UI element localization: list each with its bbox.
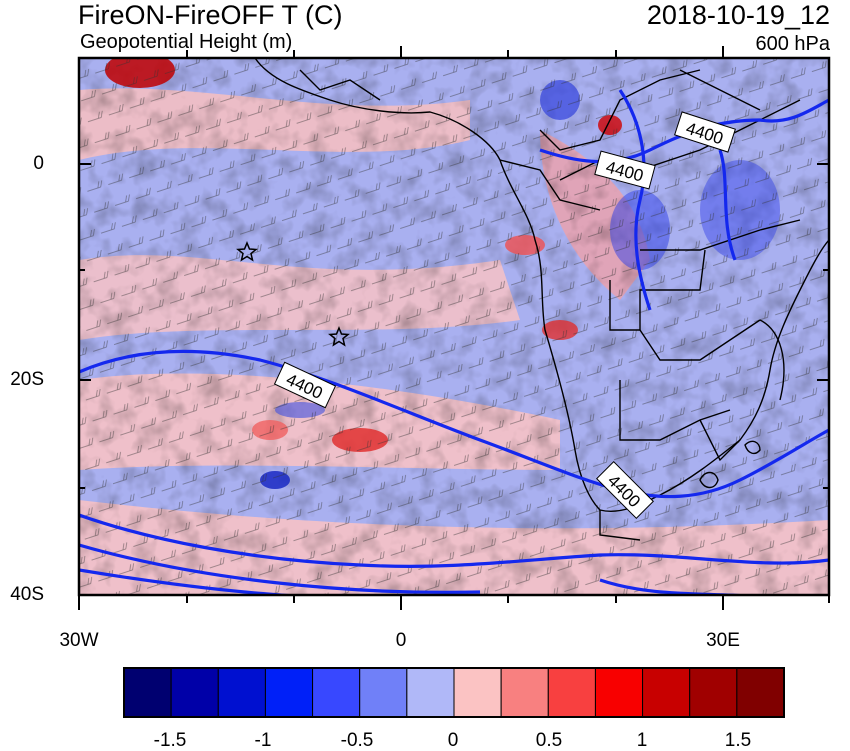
lon-label-0: 0 (395, 630, 407, 651)
colorbar-swatch (453, 667, 502, 718)
lat-label-40s: 40S (10, 584, 44, 605)
coastlines (254, 58, 829, 541)
colorbar (123, 667, 785, 718)
colorbar-tick-label: 1.5 (724, 730, 752, 751)
pressure-level: 600 hPa (755, 33, 830, 55)
contour-label-3: 4400 (594, 150, 656, 190)
colorbar-swatch (500, 667, 549, 718)
colorbar-frame (123, 667, 785, 718)
colorbar-swatch (217, 667, 266, 718)
star-marker-2 (328, 326, 350, 347)
colorbar-swatch (312, 667, 361, 718)
colorbar-swatch (594, 667, 644, 718)
star-marker-1 (236, 241, 258, 262)
colorbar-swatch (359, 667, 408, 718)
colorbar-swatch (170, 667, 219, 718)
map-title: FireON-FireOFF T (C) (78, 0, 343, 30)
colorbar-tick-label: 0 (447, 730, 459, 751)
colorbar-tick-label: 1 (636, 730, 648, 751)
lon-label-30w: 30W (59, 630, 99, 651)
axis-ticks (78, 46, 830, 610)
colorbar-tick-label: -1.5 (153, 730, 187, 751)
colorbar-tick-label: -1 (254, 730, 272, 751)
colorbar-swatch (123, 667, 172, 718)
colorbar-swatch (642, 667, 691, 718)
map-subtitle: Geopotential Height (m) (80, 31, 293, 53)
contour-label-4: 4400 (674, 111, 736, 153)
map-frame (77, 56, 831, 597)
map-datetime: 2018-10-19_12 (646, 0, 830, 30)
lat-label-20s: 20S (10, 369, 44, 390)
map-field: 4400 4400 4400 4400 (79, 58, 829, 595)
contour-label-1: 4400 (273, 361, 337, 409)
colorbar-swatch (264, 667, 314, 718)
lon-label-30e: 30E (706, 630, 740, 651)
colorbar-swatch (736, 667, 785, 718)
colorbar-tick-label: 0.5 (535, 730, 563, 751)
colorbar-tick-label: -0.5 (340, 730, 374, 751)
colorbar-swatch (406, 667, 455, 718)
colorbar-swatch (547, 667, 596, 718)
lat-label-0: 0 (33, 153, 44, 174)
colorbar-swatch (689, 667, 738, 718)
